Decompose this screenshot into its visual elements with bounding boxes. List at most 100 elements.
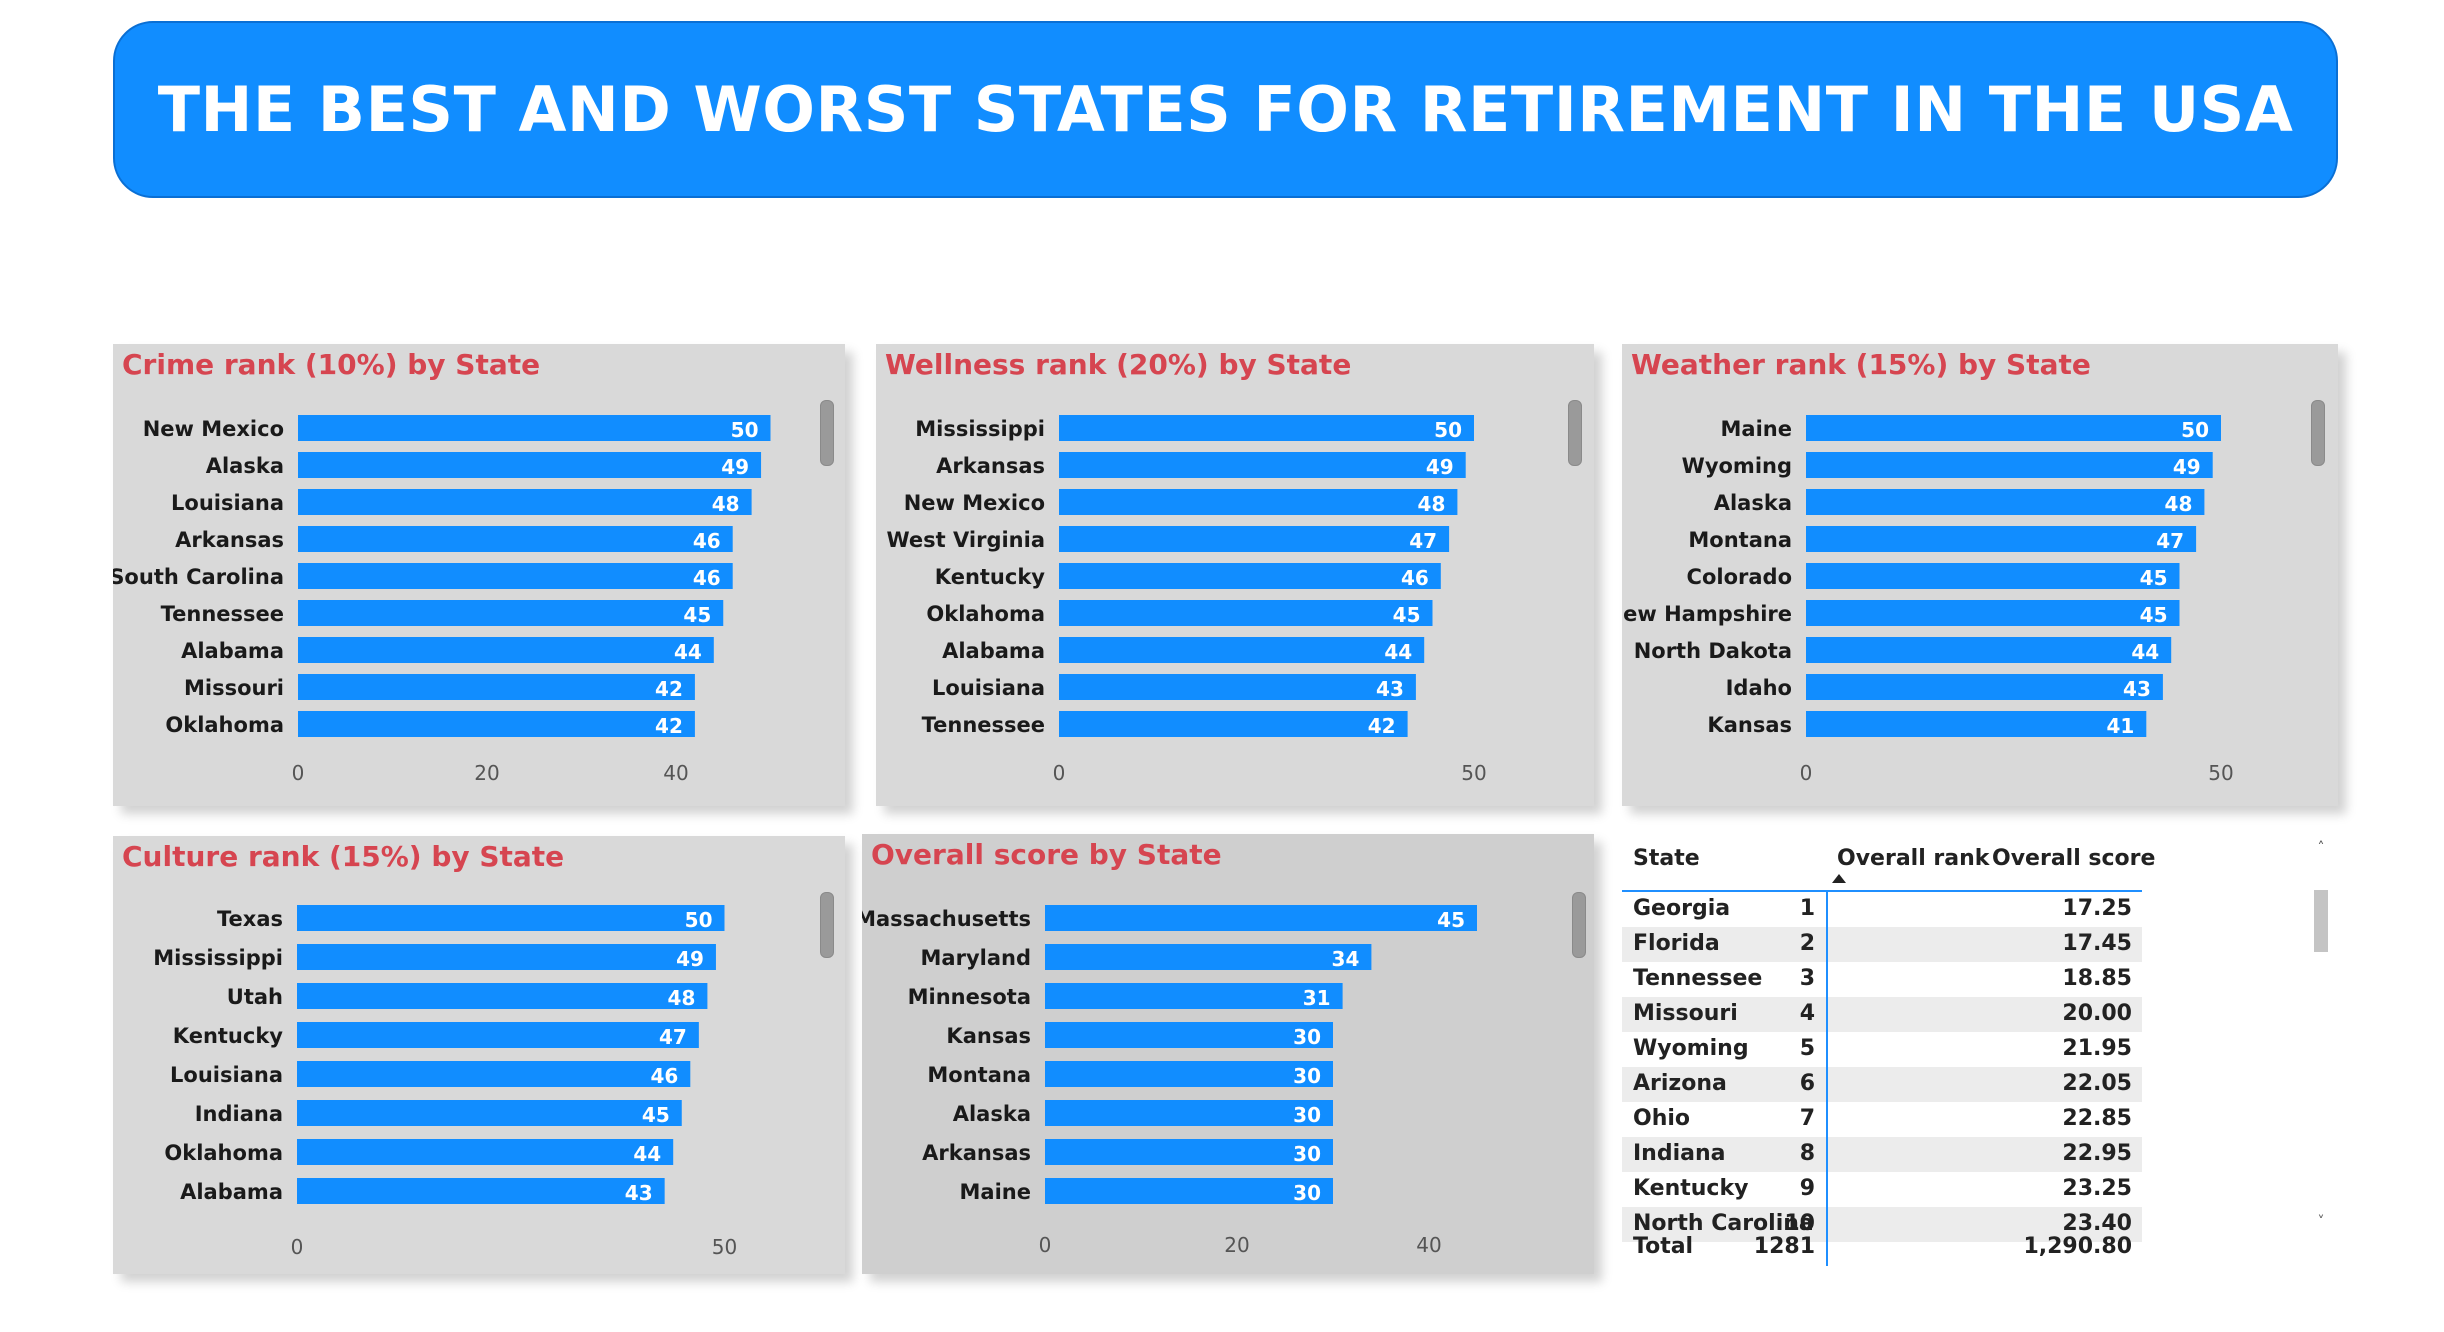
bar-group[interactable]: Idaho 43 [1726, 674, 2163, 701]
bar-group[interactable]: Indiana 45 [195, 1100, 682, 1127]
col-header-state[interactable]: State [1633, 846, 1700, 871]
bar[interactable] [297, 1139, 674, 1165]
bar-group[interactable]: Alaska 49 [206, 452, 762, 479]
bar[interactable] [1045, 1061, 1333, 1087]
bar-group[interactable]: Kansas 30 [946, 1022, 1333, 1049]
bar-group[interactable]: Alaska 48 [1714, 489, 2205, 516]
table-row[interactable]: Ohio 7 22.85 [1622, 1102, 2142, 1137]
bar[interactable] [297, 905, 725, 931]
bar-group[interactable]: Mississippi 50 [915, 415, 1474, 442]
bar[interactable] [1045, 983, 1343, 1009]
bar[interactable] [1806, 637, 2172, 663]
bar[interactable] [1045, 1100, 1333, 1126]
bar-group[interactable]: Louisiana 43 [932, 674, 1416, 701]
bar[interactable] [1806, 526, 2197, 552]
bar[interactable] [298, 452, 762, 478]
bar-group[interactable]: Arkansas 46 [175, 526, 733, 553]
bar[interactable] [298, 526, 733, 552]
overall-chart-scrollbar[interactable] [1572, 892, 1586, 958]
bar-group[interactable]: Mississippi 49 [153, 944, 716, 971]
table-row[interactable]: Indiana 8 22.95 [1622, 1137, 2142, 1172]
bar[interactable] [297, 983, 708, 1009]
bar[interactable] [297, 1178, 665, 1204]
bar-group[interactable]: Maine 50 [1721, 415, 2221, 442]
bar[interactable] [1045, 1139, 1333, 1165]
bar[interactable] [1059, 600, 1433, 626]
bar-group[interactable]: Oklahoma 42 [165, 711, 695, 738]
col-header-overall-score[interactable]: Overall score [1992, 846, 2156, 871]
scroll-up-icon[interactable]: ˄ [2317, 840, 2325, 856]
bar[interactable] [298, 674, 695, 700]
bar-group[interactable]: Utah 48 [227, 983, 708, 1010]
bar[interactable] [1806, 600, 2180, 626]
bar-group[interactable]: Texas 50 [217, 905, 725, 932]
bar[interactable] [298, 600, 724, 626]
bar-group[interactable]: Minnesota 31 [908, 983, 1343, 1010]
bar-group[interactable]: Montana 30 [927, 1061, 1333, 1088]
bar-group[interactable]: Maryland 34 [921, 944, 1372, 971]
bar[interactable] [1059, 637, 1425, 663]
bar[interactable] [1059, 452, 1466, 478]
bar-group[interactable]: South Carolina 46 [113, 563, 733, 590]
table-scrollbar[interactable]: ˄ ˅ [2314, 840, 2328, 1234]
bar[interactable] [297, 1061, 691, 1087]
bar[interactable] [1059, 674, 1416, 700]
table-scroll-thumb[interactable] [2314, 890, 2328, 952]
bar-group[interactable]: Alaska 30 [953, 1100, 1333, 1127]
bar-group[interactable]: Kansas 41 [1707, 711, 2147, 738]
table-row[interactable]: Arizona 6 22.05 [1622, 1067, 2142, 1102]
bar[interactable] [1806, 452, 2213, 478]
bar[interactable] [1045, 944, 1372, 970]
weather-chart-scrollbar[interactable] [2311, 400, 2325, 466]
bar[interactable] [1045, 1022, 1333, 1048]
bar-group[interactable]: North Dakota 44 [1634, 637, 2172, 664]
bar-group[interactable]: Alabama 44 [942, 637, 1425, 664]
bar-group[interactable]: Oklahoma 45 [926, 600, 1433, 627]
bar-group[interactable]: New Hampshire 45 [1622, 600, 2180, 627]
bar-group[interactable]: Kentucky 46 [935, 563, 1441, 590]
wellness-chart-scrollbar[interactable] [1568, 400, 1582, 466]
table-row[interactable]: North Carolina 10 23.40 [1622, 1207, 2142, 1242]
bar[interactable] [297, 944, 716, 970]
bar[interactable] [298, 563, 733, 589]
bar-group[interactable]: Massachusetts 45 [862, 905, 1477, 932]
table-row[interactable]: Tennessee 3 18.85 [1622, 962, 2142, 997]
bar[interactable] [1806, 415, 2221, 441]
culture-chart-scrollbar[interactable] [820, 892, 834, 958]
bar-group[interactable]: Montana 47 [1688, 526, 2197, 553]
bar[interactable] [1045, 1178, 1333, 1204]
bar-group[interactable]: Tennessee 45 [161, 600, 724, 627]
col-header-overall-rank[interactable]: Overall rank [1837, 846, 1990, 871]
bar[interactable] [1045, 905, 1477, 931]
bar[interactable] [298, 637, 714, 663]
overall-rank-table[interactable]: State Overall rank Overall score Georgia… [1622, 832, 2338, 1272]
crime-chart-scrollbar[interactable] [820, 400, 834, 466]
scroll-down-icon[interactable]: ˅ [2317, 1214, 2325, 1230]
bar[interactable] [1806, 674, 2163, 700]
bar[interactable] [1059, 711, 1408, 737]
bar[interactable] [1059, 563, 1441, 589]
table-row[interactable]: Wyoming 5 21.95 [1622, 1032, 2142, 1067]
bar-group[interactable]: Oklahoma 44 [164, 1139, 674, 1166]
bar-group[interactable]: New Mexico 48 [904, 489, 1458, 516]
bar[interactable] [298, 711, 695, 737]
table-row[interactable]: Kentucky 9 23.25 [1622, 1172, 2142, 1207]
bar-group[interactable]: Alabama 43 [180, 1178, 665, 1205]
bar[interactable] [1059, 489, 1458, 515]
bar-group[interactable]: Missouri 42 [184, 674, 695, 701]
table-row[interactable]: Georgia 1 17.25 [1622, 892, 2142, 927]
overall-score-chart[interactable]: Overall score by State Massachusetts 45 Ma… [862, 834, 1594, 1274]
bar-group[interactable]: Kentucky 47 [173, 1022, 699, 1049]
bar-group[interactable]: Alabama 44 [181, 637, 714, 664]
bar[interactable] [297, 1100, 682, 1126]
bar-group[interactable]: Maine 30 [960, 1178, 1333, 1205]
bar-group[interactable]: West Virginia 47 [887, 526, 1450, 553]
bar-group[interactable]: Wyoming 49 [1682, 452, 2213, 479]
bar[interactable] [298, 415, 771, 441]
bar[interactable] [1059, 415, 1474, 441]
bar-group[interactable]: Colorado 45 [1687, 563, 2180, 590]
bar-group[interactable]: Louisiana 46 [170, 1061, 691, 1088]
crime-rank-chart[interactable]: Crime rank (10%) by State New Mexico 50 Al… [113, 344, 845, 806]
bar-group[interactable]: Arkansas 30 [922, 1139, 1333, 1166]
bar[interactable] [1059, 526, 1450, 552]
